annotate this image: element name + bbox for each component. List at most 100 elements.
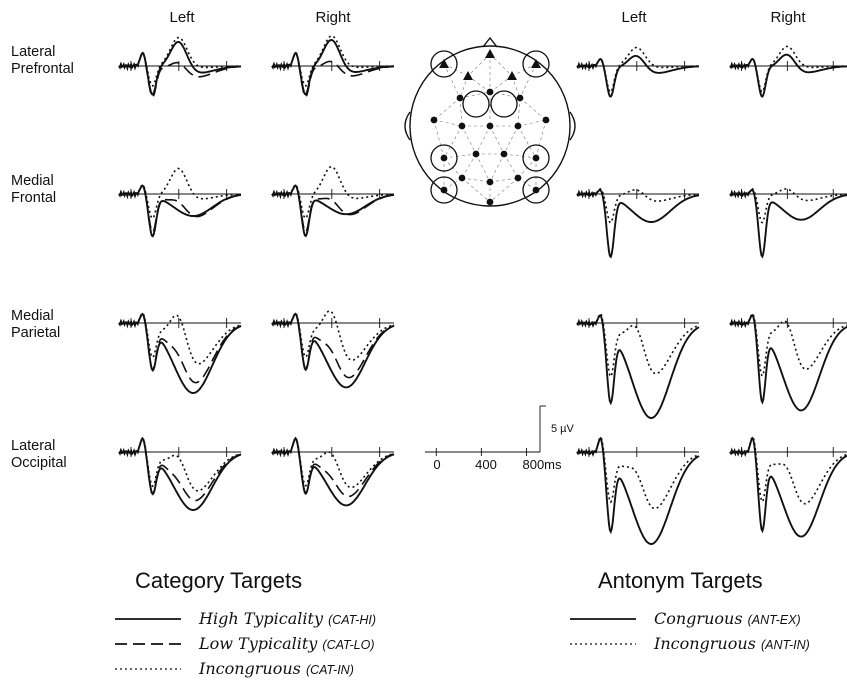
electrode-mesh xyxy=(433,119,463,127)
electrode-mesh xyxy=(461,177,491,203)
electrode-mesh xyxy=(519,97,547,121)
region-label-line2: Occipital xyxy=(11,455,67,471)
erp-trace-dotted xyxy=(729,435,847,505)
erp-trace-dashed xyxy=(271,437,395,498)
erp-panel xyxy=(729,312,847,412)
region-label-line2: Parietal xyxy=(11,325,60,341)
electrode-mesh xyxy=(517,119,547,127)
erp-trace-dotted xyxy=(118,167,241,220)
scale-tick-label: 400 xyxy=(475,457,497,472)
region-label-line1: Medial xyxy=(11,173,54,189)
erp-panel xyxy=(271,310,395,389)
legend-label: Incongruous (CAT-IN) xyxy=(198,659,354,678)
electrode-marker xyxy=(485,49,495,58)
region-label-line1: Medial xyxy=(11,308,54,324)
erp-panel xyxy=(271,35,395,99)
electrode-mesh xyxy=(489,125,505,155)
legend-label: High Typicality (CAT-HI) xyxy=(198,609,376,628)
erp-trace-dotted xyxy=(729,188,847,224)
electrode-marker xyxy=(516,94,524,102)
electrode-marker xyxy=(542,116,550,124)
electrode-mesh xyxy=(461,125,477,155)
erp-panel xyxy=(118,167,242,238)
erp-trace-solid xyxy=(576,314,700,419)
electrode-ring xyxy=(462,90,490,118)
electrode-mesh xyxy=(535,119,547,159)
erp-panel xyxy=(118,436,242,511)
erp-trace-dotted xyxy=(118,36,241,87)
erp-panel xyxy=(576,188,700,259)
erp-trace-solid xyxy=(271,312,395,389)
erp-trace-solid xyxy=(271,437,395,507)
electrode-marker xyxy=(507,71,517,80)
erp-trace-solid xyxy=(729,53,847,98)
electrode-mesh xyxy=(443,153,477,159)
electrode-marker xyxy=(532,186,540,194)
electrode-marker xyxy=(486,122,494,130)
scale-tick-label: 0 xyxy=(433,457,440,472)
electrode-mesh xyxy=(517,125,537,159)
electrode-marker xyxy=(472,150,480,158)
electrode-marker xyxy=(463,71,473,80)
electrode-mesh xyxy=(489,75,513,93)
electrode-marker xyxy=(458,174,466,182)
electrode-mesh xyxy=(517,97,521,127)
electrode-marker xyxy=(486,88,494,96)
column-headers: Left Right Left Right xyxy=(169,9,806,26)
electrode-mesh xyxy=(511,75,521,99)
erp-trace-dashed xyxy=(118,184,242,234)
electrode-marker xyxy=(500,150,508,158)
electrode-mesh xyxy=(517,177,537,191)
electrode-ring xyxy=(522,50,550,78)
electrode-mesh xyxy=(503,153,537,159)
erp-panel xyxy=(576,312,700,419)
erp-trace-dotted xyxy=(271,35,394,87)
erp-trace-solid xyxy=(729,189,847,259)
erp-trace-dotted xyxy=(118,312,242,365)
electrode-mesh xyxy=(443,177,463,191)
erp-panel xyxy=(729,435,847,538)
erp-trace-solid xyxy=(729,314,847,412)
erp-trace-dotted xyxy=(271,436,395,489)
legend-label: Incongruous (ANT-IN) xyxy=(653,634,810,653)
erp-trace-dotted xyxy=(271,310,395,361)
erp-trace-dotted xyxy=(576,435,700,510)
erp-trace-dotted xyxy=(576,188,699,224)
electrode-marker xyxy=(440,186,448,194)
electrode-marker xyxy=(486,178,494,186)
group-title-category: Category Targets xyxy=(135,568,302,593)
erp-panel xyxy=(729,188,847,259)
erp-trace-dashed xyxy=(271,51,394,99)
erp-panel xyxy=(118,312,242,394)
erp-panel xyxy=(271,436,395,507)
legend-label: Low Typicality (CAT-LO) xyxy=(198,634,375,653)
electrode-marker xyxy=(514,122,522,130)
column-header-right: Right xyxy=(315,9,351,26)
electrode-mesh xyxy=(459,97,463,127)
head-outline xyxy=(409,45,571,207)
erp-trace-dotted xyxy=(576,312,700,379)
electrode-mesh xyxy=(489,53,513,77)
scale-bar: 0 400 800ms 5 µV xyxy=(425,405,575,472)
electrode-mesh xyxy=(461,177,491,183)
electrode-mesh xyxy=(475,153,491,183)
erp-panel xyxy=(118,36,242,99)
erp-panels xyxy=(118,35,847,545)
electrode-mesh xyxy=(467,53,491,77)
electrode-mesh xyxy=(443,125,463,159)
electrode-mesh xyxy=(489,153,505,183)
erp-trace-solid xyxy=(118,312,242,394)
erp-trace-dotted xyxy=(729,45,847,93)
erp-trace-solid xyxy=(576,54,699,98)
group-title-antonym: Antonym Targets xyxy=(598,568,763,593)
region-label-line1: Lateral xyxy=(11,438,55,454)
legend-item: High Typicality (CAT-HI) xyxy=(115,609,376,628)
electrode-marker xyxy=(486,198,494,206)
erp-trace-dashed xyxy=(118,52,242,99)
erp-trace-dotted xyxy=(729,312,847,378)
electrode-marker xyxy=(532,154,540,162)
region-labels: LateralPrefrontalMedialFrontalMedialPari… xyxy=(11,44,74,471)
region-label-line1: Lateral xyxy=(11,44,55,60)
erp-trace-solid xyxy=(118,437,242,511)
